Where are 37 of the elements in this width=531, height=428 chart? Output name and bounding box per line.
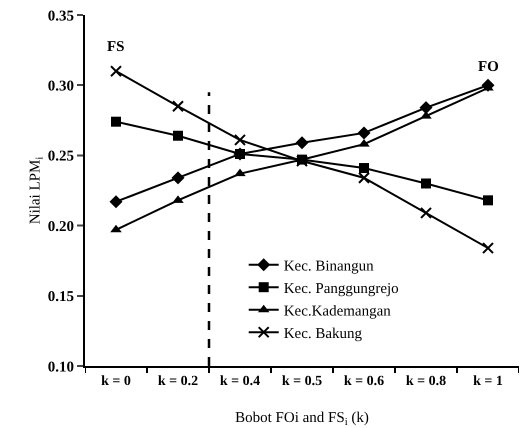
y-tick-label: 0.20 bbox=[48, 218, 74, 235]
x-tick-label: k = 0.5 bbox=[282, 374, 322, 389]
point bbox=[296, 136, 308, 150]
point bbox=[172, 171, 184, 184]
point bbox=[110, 195, 122, 208]
point bbox=[358, 172, 370, 184]
legend-label: Kec.Kademangan bbox=[284, 304, 392, 320]
x-tick-label: k = 0.6 bbox=[344, 374, 384, 389]
annotation: FS bbox=[107, 39, 125, 55]
legend-label: Kec. Bakung bbox=[284, 326, 363, 342]
point bbox=[359, 163, 369, 174]
legend-label: Kec. Binangun bbox=[284, 258, 374, 275]
point bbox=[173, 130, 183, 141]
point bbox=[483, 195, 493, 206]
point bbox=[420, 206, 432, 219]
x-tick-label: k = 0.2 bbox=[158, 374, 198, 389]
x-tick-label: k = 1 bbox=[473, 374, 503, 389]
x-tick-label: k = 0.8 bbox=[406, 374, 446, 389]
point bbox=[296, 155, 308, 168]
y-tick-label: 0.15 bbox=[48, 289, 74, 306]
point bbox=[482, 242, 494, 254]
point bbox=[111, 116, 121, 127]
point bbox=[358, 126, 370, 140]
y-tick-label: 0.25 bbox=[48, 148, 74, 165]
point bbox=[110, 65, 122, 78]
y-tick-label: 0.30 bbox=[48, 78, 74, 94]
annotation: FO bbox=[478, 59, 499, 75]
point bbox=[172, 100, 184, 112]
legend-label: Kec. Panggungrejo bbox=[284, 281, 399, 298]
y-tick-label: 0.35 bbox=[48, 8, 74, 24]
point bbox=[420, 101, 432, 114]
x-axis-title: Bobot FOi and FS$_{i}$ (k) bbox=[235, 410, 369, 428]
x-tick-label: k = 0.4 bbox=[220, 374, 260, 389]
point bbox=[421, 178, 431, 188]
y-tick-label: 0.10 bbox=[48, 359, 74, 376]
point bbox=[234, 134, 246, 146]
x-tick-label: k = 0 bbox=[101, 374, 131, 389]
